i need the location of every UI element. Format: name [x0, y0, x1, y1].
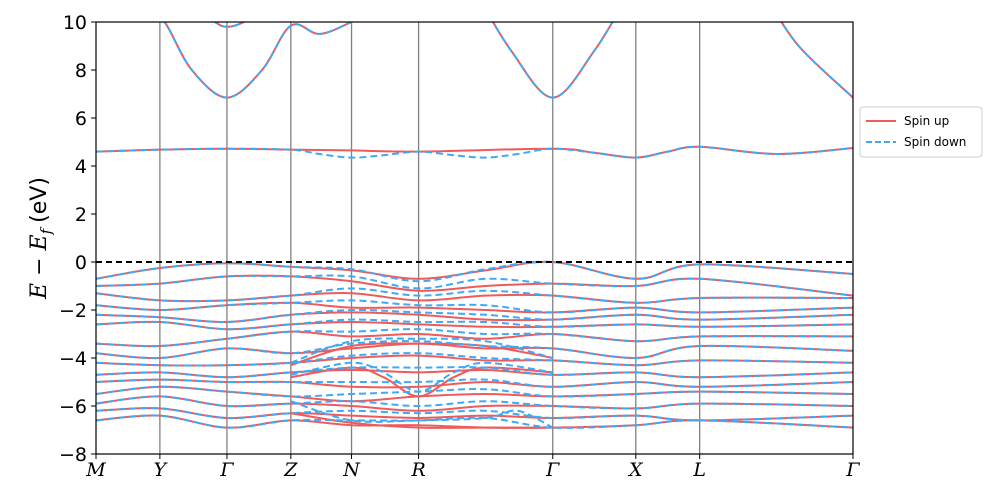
spin-down-band-line — [290, 337, 554, 364]
y-tick-label: 0 — [75, 252, 87, 274]
spin-down-band-line — [213, 22, 246, 28]
y-axis-ticks: −8 −6 −4 −2 0 2 4 6 8 10 — [59, 12, 96, 466]
spin-down-band-line — [96, 366, 853, 379]
high-symmetry-lines — [159, 22, 701, 454]
kpoint-label: X — [627, 459, 644, 481]
kpoint-label: L — [692, 459, 706, 481]
kpoint-label: Γ — [545, 459, 560, 481]
kpoint-label: Z — [283, 459, 298, 481]
y-tick-label: 2 — [75, 204, 87, 226]
kpoint-label: M — [85, 459, 106, 481]
y-tick-label: −4 — [59, 348, 87, 370]
kpoint-label: R — [410, 459, 425, 481]
kpoint-label: Γ — [845, 459, 860, 481]
spin-up-band-line — [96, 414, 853, 429]
y-axis-title: E − Ef (eV) — [27, 177, 55, 300]
y-tick-label: −6 — [59, 396, 87, 418]
y-tick-label: 10 — [63, 12, 87, 34]
plot-frame — [95, 21, 854, 455]
spin-down-band-line — [290, 400, 554, 429]
spin-down-band-line — [96, 287, 853, 304]
y-axis-title-subscript: f — [37, 226, 55, 235]
spin-down-band-line — [96, 260, 853, 283]
spin-down-band-line — [96, 299, 853, 314]
y-axis-title-main: E − E — [27, 234, 52, 300]
spin-down-band-line — [96, 395, 853, 410]
spin-down-band-line — [163, 22, 355, 99]
y-tick-label: 4 — [75, 156, 87, 178]
kpoint-label: Y — [154, 459, 169, 481]
spin-down-band-line — [96, 318, 853, 331]
spin-down-band-line — [491, 22, 614, 99]
y-axis-title-unit: (eV) — [27, 177, 52, 223]
spin-down-band-line — [96, 328, 853, 348]
spin-down-band-line — [96, 385, 853, 398]
legend: Spin up Spin down — [859, 106, 983, 158]
spin-down-band-line — [780, 22, 853, 99]
y-tick-label: 8 — [75, 60, 87, 82]
spin-down-band-line — [96, 407, 853, 422]
spin-down-band-line — [96, 308, 853, 324]
spin-down-bands — [96, 22, 853, 429]
spin-down-band-line — [96, 378, 853, 388]
kpoint-label: N — [342, 459, 361, 481]
spin-down-band-line — [96, 274, 853, 297]
y-tick-label: −2 — [59, 300, 87, 322]
spin-down-band-line — [96, 352, 853, 367]
y-tick-label: −8 — [59, 444, 87, 466]
spin-up-band-line — [290, 342, 553, 367]
kpoint-label: Γ — [219, 459, 234, 481]
legend-label-spin-up: Spin up — [904, 114, 949, 128]
y-tick-label: 6 — [75, 108, 87, 130]
spin-down-band-line — [290, 361, 553, 393]
legend-label-spin-down: Spin down — [904, 135, 966, 149]
legend-box — [859, 106, 983, 158]
spin-down-band-line — [96, 145, 853, 159]
